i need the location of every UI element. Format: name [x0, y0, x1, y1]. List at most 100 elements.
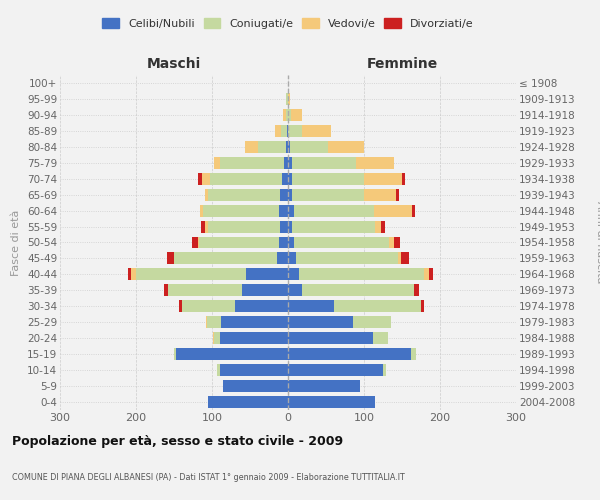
- Bar: [290, 141, 328, 153]
- Bar: [288, 204, 294, 216]
- Bar: [364, 188, 396, 200]
- Bar: [292, 220, 376, 232]
- Bar: [414, 284, 419, 296]
- Bar: [288, 380, 360, 392]
- Bar: [288, 141, 290, 153]
- Bar: [286, 93, 288, 105]
- Bar: [288, 348, 411, 360]
- Bar: [200, 220, 205, 232]
- Bar: [288, 93, 290, 105]
- Bar: [302, 125, 331, 137]
- Bar: [205, 220, 208, 232]
- Bar: [288, 172, 292, 184]
- Bar: [288, 268, 299, 280]
- Bar: [245, 141, 257, 153]
- Bar: [286, 141, 288, 153]
- Bar: [280, 188, 288, 200]
- Bar: [364, 172, 402, 184]
- Bar: [217, 364, 220, 376]
- Bar: [174, 252, 277, 264]
- Bar: [214, 157, 220, 168]
- Bar: [280, 220, 288, 232]
- Bar: [176, 348, 288, 360]
- Bar: [292, 157, 356, 168]
- Bar: [221, 316, 288, 328]
- Text: Maschi: Maschi: [147, 57, 201, 71]
- Bar: [223, 380, 288, 392]
- Bar: [294, 236, 389, 248]
- Bar: [288, 284, 302, 296]
- Bar: [334, 300, 421, 312]
- Bar: [389, 236, 394, 248]
- Bar: [396, 188, 399, 200]
- Bar: [294, 204, 374, 216]
- Bar: [288, 109, 291, 121]
- Text: Popolazione per età, sesso e stato civile - 2009: Popolazione per età, sesso e stato civil…: [12, 435, 343, 448]
- Bar: [288, 236, 294, 248]
- Bar: [402, 172, 405, 184]
- Bar: [356, 157, 394, 168]
- Bar: [428, 268, 433, 280]
- Bar: [288, 125, 302, 137]
- Bar: [206, 316, 208, 328]
- Bar: [283, 109, 286, 121]
- Bar: [291, 109, 302, 121]
- Bar: [199, 172, 202, 184]
- Bar: [174, 348, 176, 360]
- Bar: [246, 268, 288, 280]
- Bar: [284, 157, 288, 168]
- Bar: [373, 332, 388, 344]
- Bar: [128, 268, 131, 280]
- Bar: [208, 220, 280, 232]
- Bar: [288, 252, 296, 264]
- Bar: [208, 396, 288, 408]
- Bar: [202, 172, 210, 184]
- Bar: [299, 268, 424, 280]
- Y-axis label: Anni di nascita: Anni di nascita: [595, 201, 600, 284]
- Bar: [296, 252, 398, 264]
- Bar: [288, 332, 373, 344]
- Bar: [220, 157, 284, 168]
- Bar: [164, 284, 168, 296]
- Bar: [200, 204, 203, 216]
- Bar: [288, 316, 353, 328]
- Bar: [208, 188, 280, 200]
- Bar: [288, 220, 292, 232]
- Bar: [424, 268, 428, 280]
- Bar: [287, 125, 288, 137]
- Text: Femmine: Femmine: [367, 57, 437, 71]
- Bar: [220, 332, 288, 344]
- Bar: [394, 236, 400, 248]
- Bar: [235, 300, 288, 312]
- Bar: [275, 125, 281, 137]
- Bar: [168, 284, 242, 296]
- Bar: [277, 252, 288, 264]
- Bar: [179, 300, 182, 312]
- Bar: [288, 157, 292, 168]
- Bar: [412, 204, 415, 216]
- Bar: [286, 109, 288, 121]
- Bar: [203, 204, 279, 216]
- Bar: [197, 236, 199, 248]
- Bar: [192, 236, 197, 248]
- Text: COMUNE DI PIANA DEGLI ALBANESI (PA) - Dati ISTAT 1° gennaio 2009 - Elaborazione : COMUNE DI PIANA DEGLI ALBANESI (PA) - Da…: [12, 473, 405, 482]
- Bar: [282, 172, 288, 184]
- Bar: [401, 252, 409, 264]
- Bar: [257, 141, 286, 153]
- Bar: [411, 348, 416, 360]
- Bar: [288, 188, 292, 200]
- Bar: [374, 204, 412, 216]
- Bar: [208, 316, 221, 328]
- Bar: [376, 220, 382, 232]
- Bar: [288, 364, 383, 376]
- Bar: [421, 300, 424, 312]
- Bar: [279, 236, 288, 248]
- Bar: [353, 316, 391, 328]
- Bar: [182, 300, 235, 312]
- Bar: [167, 252, 174, 264]
- Bar: [199, 236, 279, 248]
- Bar: [288, 396, 376, 408]
- Bar: [288, 300, 334, 312]
- Bar: [205, 188, 208, 200]
- Bar: [382, 220, 385, 232]
